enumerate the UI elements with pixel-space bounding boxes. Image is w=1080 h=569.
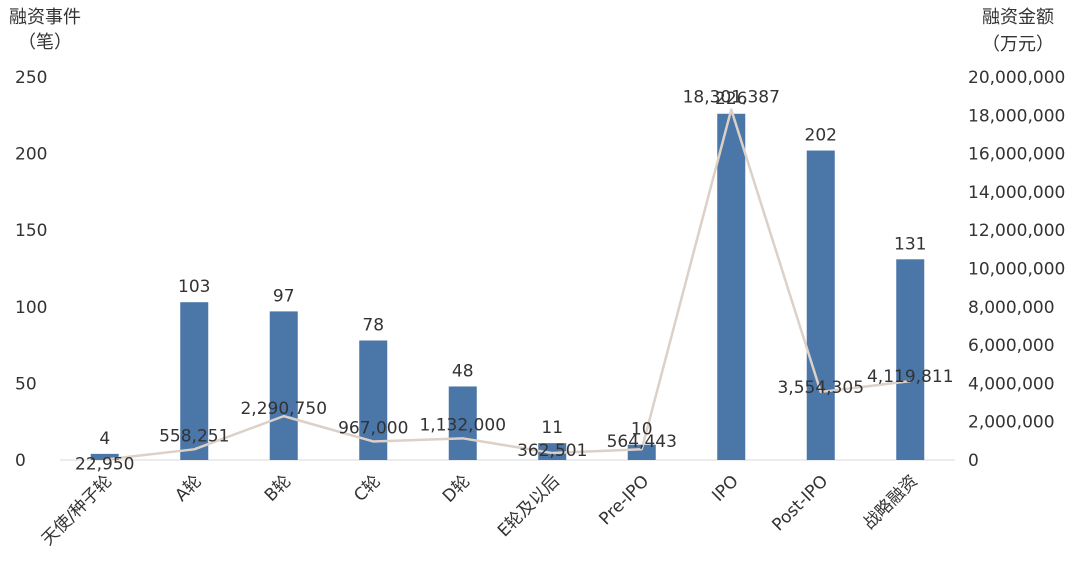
right-tick-label: 10,000,000 [968, 260, 1065, 280]
line-value-label: 2,290,750 [240, 399, 327, 419]
bar-value-label: 131 [894, 234, 926, 254]
left-tick-label: 0 [15, 451, 26, 471]
right-tick-label: 2,000,000 [968, 413, 1055, 433]
left-tick-label: 250 [15, 68, 47, 88]
category-label: A轮 [171, 471, 205, 505]
right-tick-label: 12,000,000 [968, 221, 1065, 241]
line-value-label: 967,000 [338, 418, 408, 438]
line-value-label: 18,301,387 [683, 88, 780, 108]
line-data-labels: 22,950 558,251 2,290,750 967,000 1,132,000 36… [75, 88, 954, 475]
left-axis-title-line2: （笔） [18, 32, 72, 53]
bar-value-label: 48 [452, 361, 474, 381]
amount-line [104, 108, 911, 461]
bar-value-label: 103 [178, 277, 210, 297]
right-tick-label: 8,000,000 [968, 298, 1055, 318]
right-tick-label: 16,000,000 [968, 145, 1065, 165]
bar-value-label: 11 [541, 418, 563, 438]
left-axis-title-line1: 融资事件 [9, 7, 81, 28]
category-labels: 天使/种子轮 A轮 B轮 C轮 D轮 E轮及以后 Pre-IPO IPO Post-IPO 战略融… [37, 471, 922, 550]
category-label: IPO [708, 471, 742, 505]
line-value-label: 1,132,000 [419, 415, 506, 435]
bar [717, 113, 746, 460]
bar-value-label: 202 [805, 126, 837, 146]
bar [448, 386, 477, 460]
bar [180, 302, 209, 460]
line-value-label: 362,501 [517, 441, 587, 461]
line-value-label: 4,119,811 [867, 367, 954, 387]
right-tick-label: 18,000,000 [968, 106, 1065, 126]
category-label: D轮 [439, 471, 474, 506]
left-axis-ticks: 0 50 100 150 200 250 [15, 68, 47, 471]
line-value-label: 564,443 [607, 432, 677, 452]
category-label: C轮 [350, 471, 385, 506]
right-tick-label: 0 [968, 451, 979, 471]
bar-value-label: 10 [631, 420, 653, 440]
bar [896, 259, 925, 460]
right-tick-label: 14,000,000 [968, 183, 1065, 203]
right-tick-label: 6,000,000 [968, 336, 1055, 356]
category-label: Pre-IPO [595, 471, 653, 529]
bar-value-label: 78 [362, 316, 384, 336]
right-axis-title-line2: （万元） [982, 34, 1054, 55]
line-value-label: 3,554,305 [777, 378, 864, 398]
left-tick-label: 50 [15, 374, 37, 394]
category-label: E轮及以后 [494, 471, 564, 541]
bar-value-label: 97 [273, 286, 295, 306]
right-tick-label: 20,000,000 [968, 68, 1065, 88]
bar [806, 150, 835, 460]
left-tick-label: 100 [15, 298, 47, 318]
line-value-label: 558,251 [159, 426, 229, 446]
right-tick-label: 4,000,000 [968, 374, 1055, 394]
category-label: 天使/种子轮 [37, 471, 116, 550]
category-label: 战略融资 [860, 471, 922, 533]
left-tick-label: 150 [15, 221, 47, 241]
bar [90, 453, 119, 460]
category-label: Post-IPO [768, 471, 832, 535]
bar [269, 311, 298, 460]
bar [538, 443, 567, 460]
category-label: B轮 [261, 471, 295, 505]
bar-series [90, 113, 925, 460]
right-axis-ticks: 0 2,000,000 4,000,000 6,000,000 8,000,000 10,… [968, 68, 1065, 471]
bar-data-labels: 4 103 97 78 48 11 10 226 202 131 [99, 89, 926, 449]
bar-value-label: 4 [99, 429, 110, 449]
left-tick-label: 200 [15, 145, 47, 165]
right-axis-title-line1: 融资金额 [982, 7, 1054, 28]
bar-value-label: 226 [715, 89, 747, 109]
line-value-label: 22,950 [75, 455, 134, 475]
